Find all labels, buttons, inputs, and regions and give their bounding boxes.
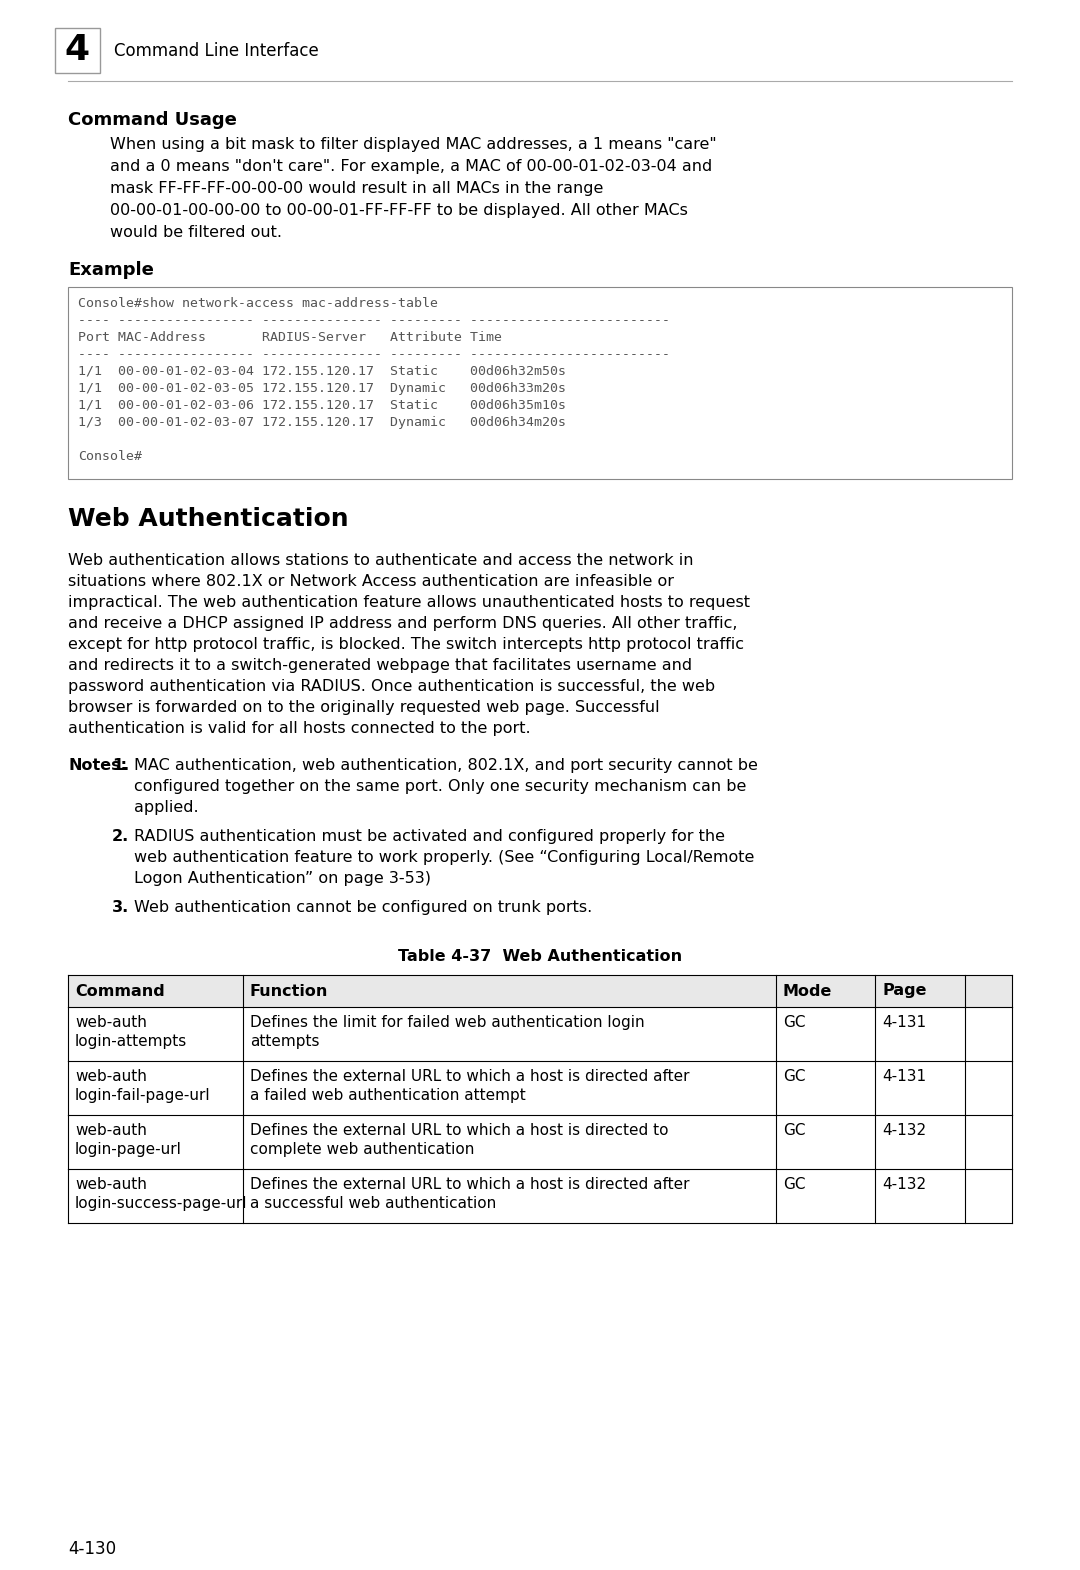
Text: browser is forwarded on to the originally requested web page. Successful: browser is forwarded on to the originall…: [68, 700, 660, 714]
Text: 4-131: 4-131: [882, 1014, 927, 1030]
Text: When using a bit mask to filter displayed MAC addresses, a 1 means "care": When using a bit mask to filter displaye…: [110, 137, 717, 152]
Text: RADIUS authentication must be activated and configured properly for the: RADIUS authentication must be activated …: [134, 829, 725, 845]
Text: 3.: 3.: [112, 900, 130, 915]
Text: login-attempts: login-attempts: [75, 1035, 187, 1049]
Text: a failed web authentication attempt: a failed web authentication attempt: [249, 1088, 525, 1104]
Text: 4: 4: [65, 33, 90, 68]
Text: web-auth: web-auth: [75, 1178, 147, 1192]
Text: 1.: 1.: [112, 758, 130, 772]
Text: MAC authentication, web authentication, 802.1X, and port security cannot be: MAC authentication, web authentication, …: [134, 758, 758, 772]
Text: web-auth: web-auth: [75, 1014, 147, 1030]
Text: GC: GC: [783, 1069, 806, 1083]
Text: Defines the limit for failed web authentication login: Defines the limit for failed web authent…: [249, 1014, 645, 1030]
Text: configured together on the same port. Only one security mechanism can be: configured together on the same port. On…: [134, 779, 746, 794]
Text: 4-132: 4-132: [882, 1178, 927, 1192]
Text: mask FF-FF-FF-00-00-00 would result in all MACs in the range: mask FF-FF-FF-00-00-00 would result in a…: [110, 181, 604, 196]
Bar: [68, 287, 1012, 479]
Text: Page: Page: [882, 983, 927, 999]
Text: and a 0 means "don't care". For example, a MAC of 00-00-01-02-03-04 and: and a 0 means "don't care". For example,…: [110, 159, 712, 174]
Text: login-success-page-url: login-success-page-url: [75, 1196, 247, 1210]
Text: and redirects it to a switch-generated webpage that facilitates username and: and redirects it to a switch-generated w…: [68, 658, 692, 674]
Text: Console#: Console#: [78, 451, 141, 463]
Bar: [68, 1115, 1012, 1170]
Text: applied.: applied.: [134, 801, 199, 815]
Text: Command Line Interface: Command Line Interface: [114, 41, 319, 60]
Text: would be filtered out.: would be filtered out.: [110, 225, 282, 240]
Bar: [68, 1170, 1012, 1223]
Text: Web authentication cannot be configured on trunk ports.: Web authentication cannot be configured …: [134, 900, 592, 915]
Text: Web Authentication: Web Authentication: [68, 507, 349, 531]
Text: ---- ----------------- --------------- --------- -------------------------: ---- ----------------- --------------- -…: [78, 314, 670, 327]
Text: 1/3  00-00-01-02-03-07 172.155.120.17  Dynamic   00d06h34m20s: 1/3 00-00-01-02-03-07 172.155.120.17 Dyn…: [78, 416, 566, 429]
Text: situations where 802.1X or Network Access authentication are infeasible or: situations where 802.1X or Network Acces…: [68, 575, 674, 589]
Text: web-auth: web-auth: [75, 1069, 147, 1083]
Text: Example: Example: [68, 261, 153, 279]
Text: Defines the external URL to which a host is directed after: Defines the external URL to which a host…: [249, 1069, 689, 1083]
Text: login-page-url: login-page-url: [75, 1141, 181, 1157]
Text: Mode: Mode: [783, 983, 833, 999]
Bar: [68, 1006, 1012, 1061]
Text: Web authentication allows stations to authenticate and access the network in: Web authentication allows stations to au…: [68, 553, 693, 568]
Text: 2.: 2.: [112, 829, 130, 845]
Text: web authentication feature to work properly. (See “Configuring Local/Remote: web authentication feature to work prope…: [134, 849, 754, 865]
Text: Command: Command: [75, 983, 165, 999]
Text: 1/1  00-00-01-02-03-05 172.155.120.17  Dynamic   00d06h33m20s: 1/1 00-00-01-02-03-05 172.155.120.17 Dyn…: [78, 382, 566, 396]
Bar: [68, 1061, 1012, 1115]
Text: 00-00-01-00-00-00 to 00-00-01-FF-FF-FF to be displayed. All other MACs: 00-00-01-00-00-00 to 00-00-01-FF-FF-FF t…: [110, 203, 688, 218]
Text: GC: GC: [783, 1014, 806, 1030]
Text: Table 4-37  Web Authentication: Table 4-37 Web Authentication: [397, 948, 683, 964]
Text: Console#show network-access mac-address-table: Console#show network-access mac-address-…: [78, 297, 438, 309]
Text: a successful web authentication: a successful web authentication: [249, 1196, 496, 1210]
Text: authentication is valid for all hosts connected to the port.: authentication is valid for all hosts co…: [68, 721, 530, 736]
Text: Defines the external URL to which a host is directed after: Defines the external URL to which a host…: [249, 1178, 689, 1192]
Text: Command Usage: Command Usage: [68, 111, 237, 129]
Bar: [68, 975, 1012, 1006]
Text: Defines the external URL to which a host is directed to: Defines the external URL to which a host…: [249, 1123, 669, 1138]
Text: GC: GC: [783, 1178, 806, 1192]
Text: login-fail-page-url: login-fail-page-url: [75, 1088, 211, 1104]
Text: complete web authentication: complete web authentication: [249, 1141, 474, 1157]
Text: GC: GC: [783, 1123, 806, 1138]
Text: 1/1  00-00-01-02-03-04 172.155.120.17  Static    00d06h32m50s: 1/1 00-00-01-02-03-04 172.155.120.17 Sta…: [78, 364, 566, 378]
Text: 4-130: 4-130: [68, 1540, 117, 1557]
Text: except for http protocol traffic, is blocked. The switch intercepts http protoco: except for http protocol traffic, is blo…: [68, 637, 744, 652]
Text: 1/1  00-00-01-02-03-06 172.155.120.17  Static    00d06h35m10s: 1/1 00-00-01-02-03-06 172.155.120.17 Sta…: [78, 399, 566, 411]
Text: web-auth: web-auth: [75, 1123, 147, 1138]
Text: ---- ----------------- --------------- --------- -------------------------: ---- ----------------- --------------- -…: [78, 349, 670, 361]
Text: 4-132: 4-132: [882, 1123, 927, 1138]
Text: Logon Authentication” on page 3-53): Logon Authentication” on page 3-53): [134, 871, 431, 885]
Text: attempts: attempts: [249, 1035, 320, 1049]
Text: Notes:: Notes:: [68, 758, 127, 772]
Text: Port MAC-Address       RADIUS-Server   Attribute Time: Port MAC-Address RADIUS-Server Attribute…: [78, 331, 502, 344]
Text: password authentication via RADIUS. Once authentication is successful, the web: password authentication via RADIUS. Once…: [68, 678, 715, 694]
Text: 4-131: 4-131: [882, 1069, 927, 1083]
Text: and receive a DHCP assigned IP address and perform DNS queries. All other traffi: and receive a DHCP assigned IP address a…: [68, 615, 738, 631]
Bar: [55, 28, 100, 72]
Text: impractical. The web authentication feature allows unauthenticated hosts to requ: impractical. The web authentication feat…: [68, 595, 750, 611]
Text: Function: Function: [249, 983, 328, 999]
